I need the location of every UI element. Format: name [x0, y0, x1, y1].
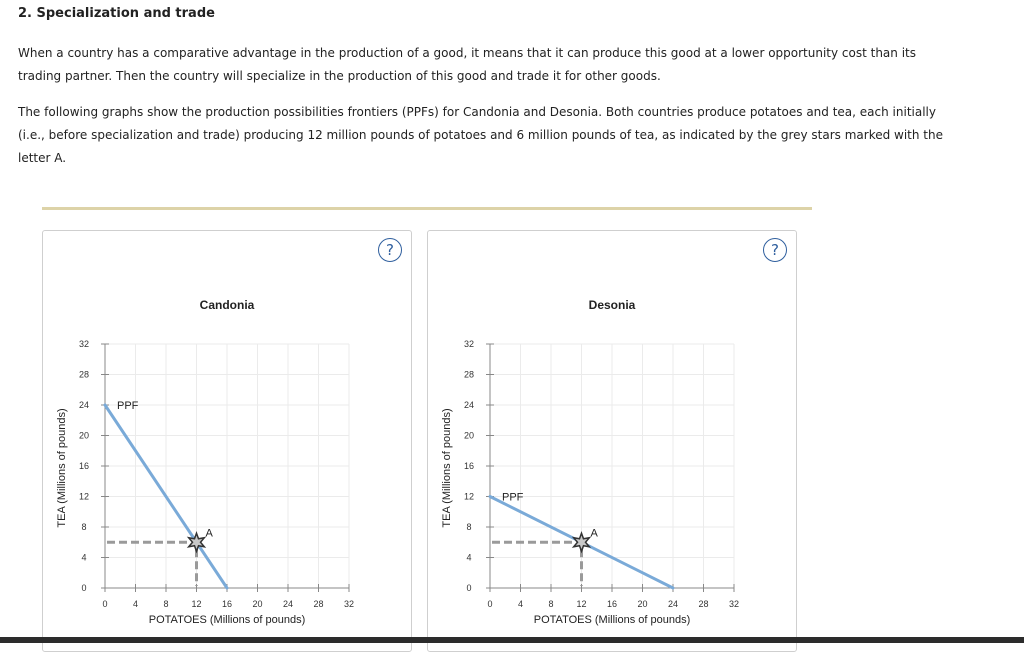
chart-title: Desonia [589, 298, 636, 312]
desonia-ppf-chart: Desonia 0 4 8 12 16 20 24 28 32 0 4 8 12 16 20 24 28 32 POT… [441, 298, 739, 626]
y-tick-label: 0 [466, 583, 471, 593]
y-tick-label: 16 [79, 461, 89, 471]
y-tick-label: 16 [464, 461, 474, 471]
help-icon[interactable]: ? [763, 238, 787, 262]
x-tick-label: 24 [668, 599, 678, 609]
candonia-graph-panel: ? Candonia 0 4 8 12 16 20 24 28 32 0 4 8 12 16 20 24 28 32… [42, 230, 412, 652]
y-tick-label: 20 [79, 431, 89, 441]
ppf-label: PPF [502, 492, 524, 504]
y-axis-title: TEA (Millions of pounds) [56, 408, 68, 527]
y-tick-label: 4 [466, 553, 471, 563]
candonia-ppf-chart: Candonia 0 4 8 12 16 20 24 28 32 0 4 8 12 16 20 24 28 32 PO… [56, 298, 354, 626]
x-tick-label: 12 [191, 599, 201, 609]
x-tick-label: 0 [102, 599, 107, 609]
y-axis-title: TEA (Millions of pounds) [441, 408, 453, 527]
ppf-line [103, 403, 229, 590]
section-divider [42, 207, 812, 210]
y-tick-label: 8 [81, 522, 86, 532]
x-tick-label: 24 [283, 599, 293, 609]
x-tick-label: 12 [576, 599, 586, 609]
x-tick-label: 0 [487, 599, 492, 609]
y-tick-label: 12 [79, 492, 89, 502]
point-a-star-marker[interactable] [571, 531, 592, 554]
point-a-label: A [591, 527, 599, 539]
x-axis-title: POTATOES (Millions of pounds) [534, 614, 691, 626]
x-axis-title: POTATOES (Millions of pounds) [149, 614, 306, 626]
chart-title: Candonia [200, 298, 255, 312]
y-tick-label: 8 [466, 522, 471, 532]
graph-description-paragraph: The following graphs show the production… [18, 105, 943, 165]
y-tick-label: 28 [79, 370, 89, 380]
x-tick-label: 8 [163, 599, 168, 609]
y-tick-label: 24 [464, 400, 474, 410]
y-tick-label: 12 [464, 492, 474, 502]
point-a-label: A [206, 527, 214, 539]
point-a-star-marker[interactable] [186, 531, 207, 554]
y-tick-label: 24 [79, 400, 89, 410]
x-tick-label: 28 [313, 599, 323, 609]
x-tick-label: 20 [252, 599, 262, 609]
x-tick-label: 4 [518, 599, 523, 609]
x-tick-label: 32 [729, 599, 739, 609]
y-tick-label: 28 [464, 370, 474, 380]
y-tick-label: 0 [81, 583, 86, 593]
intro-paragraph: When a country has a comparative advanta… [18, 46, 916, 83]
x-tick-label: 4 [133, 599, 138, 609]
x-tick-label: 16 [222, 599, 232, 609]
y-tick-label: 32 [79, 339, 89, 349]
x-tick-label: 8 [548, 599, 553, 609]
x-tick-label: 20 [637, 599, 647, 609]
y-tick-label: 32 [464, 339, 474, 349]
bottom-bar [0, 637, 1024, 643]
page-heading: 2. Specialization and trade [18, 6, 215, 21]
x-tick-label: 32 [344, 599, 354, 609]
x-tick-label: 28 [698, 599, 708, 609]
y-tick-label: 4 [81, 553, 86, 563]
help-icon[interactable]: ? [378, 238, 402, 262]
x-tick-label: 16 [607, 599, 617, 609]
desonia-graph-panel: ? Desonia 0 4 8 12 16 20 24 28 32 0 4 8 12 16 20 24 28 32 P… [427, 230, 797, 652]
y-tick-label: 20 [464, 431, 474, 441]
ppf-label: PPF [117, 400, 139, 412]
